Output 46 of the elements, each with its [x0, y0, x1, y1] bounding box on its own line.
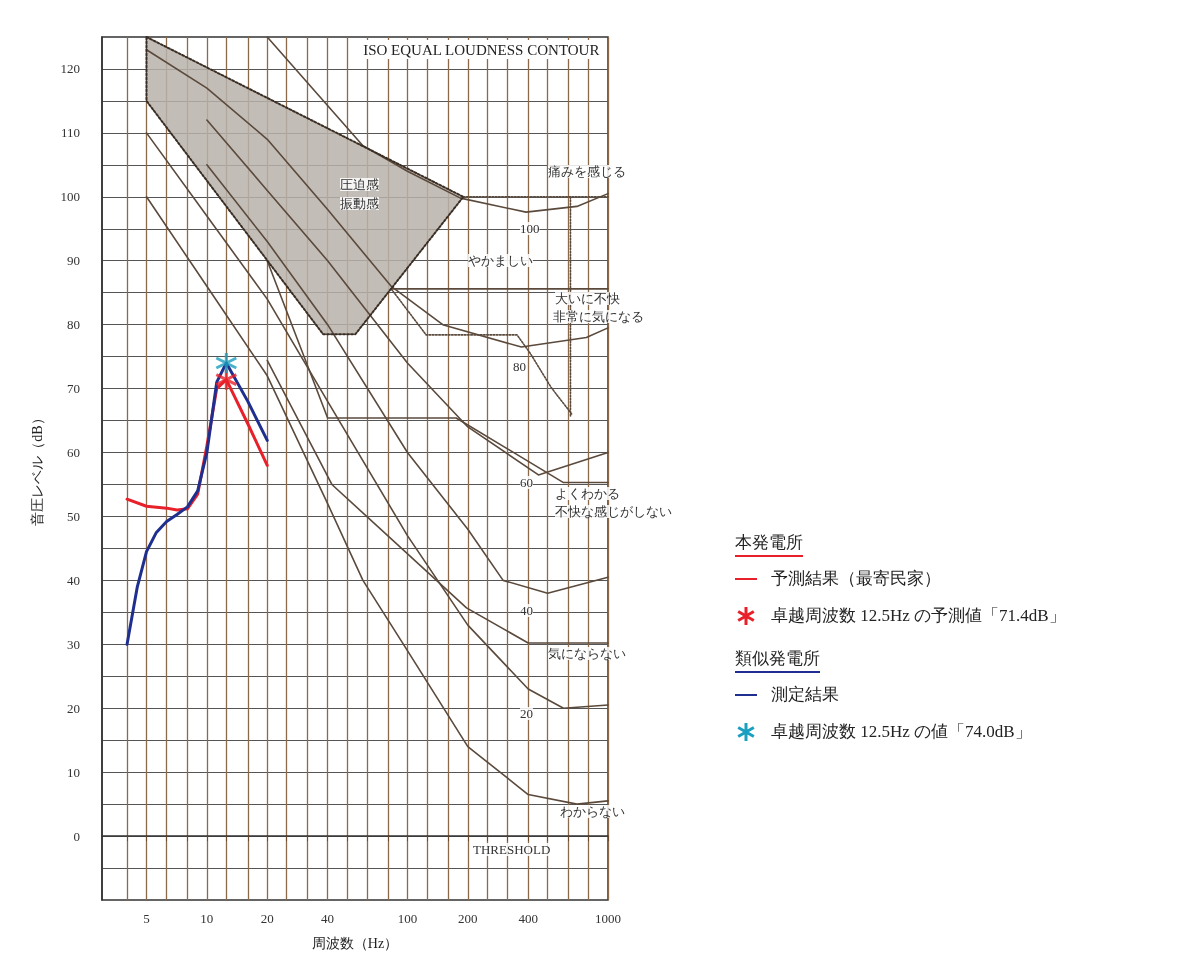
x-tick-label: 5: [143, 911, 150, 926]
annotation: 気にならない: [548, 646, 626, 661]
text: 本発電所: [735, 531, 803, 557]
annotation: 40: [520, 603, 533, 618]
x-tick-label: 10: [200, 911, 214, 926]
y-tick-label: 80: [67, 317, 80, 333]
annotation: 振動感: [340, 196, 379, 211]
y-tick-label: 0: [73, 828, 80, 844]
x-axis-title: 周波数（Hz）: [311, 935, 399, 951]
y-tick-label: 30: [67, 636, 80, 652]
x-tick-label: 40: [321, 911, 335, 926]
annotation: 80: [513, 359, 526, 374]
legend-label: 測定結果: [771, 684, 839, 706]
annotation: 痛みを感じる: [548, 164, 626, 179]
legend-label: 予測結果（最寄民家）: [771, 568, 941, 590]
annotation: 大いに不快: [555, 291, 620, 306]
x-tick-label: 20: [260, 911, 274, 926]
text: 類似発電所: [735, 647, 820, 673]
annotation: やかましい: [468, 253, 533, 268]
y-tick-label: 100: [60, 189, 80, 205]
chart-title: ISO EQUAL LOUDNESS CONTOUR: [363, 41, 600, 58]
annotation: 非常に気になる: [553, 309, 644, 324]
annotation: 圧迫感: [340, 177, 379, 192]
annotation: 不快な感じがしない: [555, 504, 672, 519]
y-tick-label: 40: [67, 572, 80, 588]
x-tick-label: 1000: [595, 911, 621, 926]
legend-label: 卓越周波数 12.5Hz の予測値「71.4dB」: [771, 605, 1066, 627]
legend-label: 卓越周波数 12.5Hz の値「74.0dB」: [771, 721, 1032, 743]
y-tick-label: 70: [67, 381, 80, 397]
x-tick-label: 200: [458, 911, 478, 926]
annotation: わからない: [560, 804, 625, 819]
annotation: よくわかる: [555, 486, 620, 501]
y-tick-label: 60: [67, 445, 80, 461]
annotation: THRESHOLD: [473, 842, 551, 857]
annotation: 100: [520, 221, 540, 236]
x-tick-label: 100: [397, 911, 418, 926]
y-tick-label: 20: [67, 700, 80, 716]
y-tick-label: 50: [67, 508, 80, 524]
annotation: 60: [520, 475, 533, 490]
x-tick-label: 400: [518, 911, 538, 926]
y-tick-label: 90: [67, 253, 80, 269]
y-tick-label: 120: [60, 61, 80, 77]
annotation: 20: [520, 706, 533, 721]
y-tick-label: 110: [60, 125, 80, 141]
y-axis-title: 音圧レベル（dB）: [29, 411, 45, 526]
y-tick-label: 10: [67, 764, 80, 780]
